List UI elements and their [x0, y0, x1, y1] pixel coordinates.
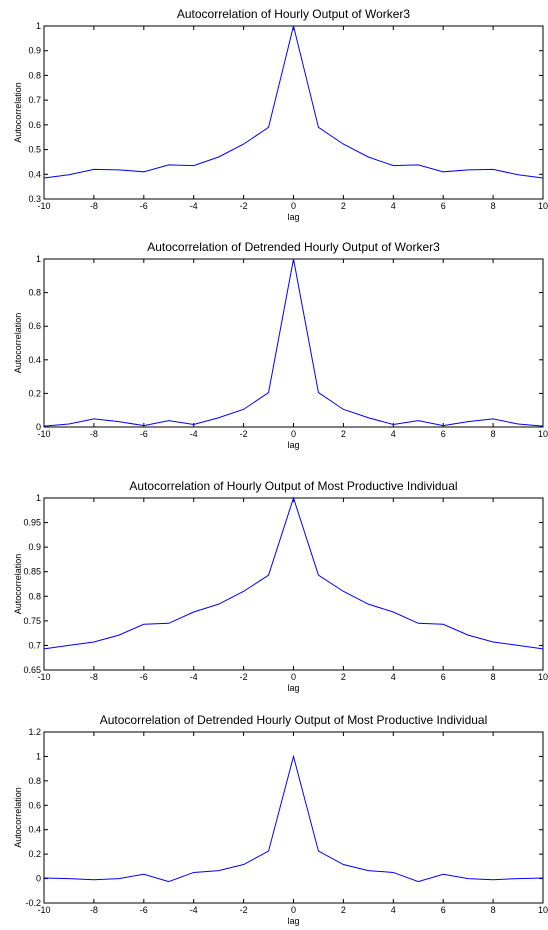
x-tick-label: 0 — [291, 429, 296, 439]
x-tick-label: 4 — [391, 201, 396, 211]
x-tick-label: 10 — [538, 201, 548, 211]
plot-frame — [43, 497, 544, 671]
y-axis-label: Autocorrelation — [13, 554, 23, 615]
x-tick-label: 8 — [491, 672, 496, 682]
chart-title: Autocorrelation of Detrended Hourly Outp… — [147, 240, 440, 254]
x-tick-label: 8 — [491, 429, 496, 439]
y-tick-label: 0.7 — [28, 95, 41, 105]
y-tick-label: 0.5 — [28, 145, 41, 155]
y-tick-label: 0.4 — [28, 169, 41, 179]
x-axis-label: lag — [287, 683, 299, 693]
x-tick-label: 2 — [341, 672, 346, 682]
y-tick-label: 0.95 — [23, 518, 41, 528]
x-tick-label: -10 — [37, 672, 50, 682]
y-tick-label: 1.2 — [28, 727, 41, 737]
autocorrelation-line — [43, 25, 544, 179]
x-tick-label: 10 — [538, 672, 548, 682]
y-tick-label: 0 — [36, 874, 41, 884]
y-tick-label: 0.9 — [28, 542, 41, 552]
chart-panel-2: Autocorrelation of Detrended Hourly Outp… — [13, 240, 548, 450]
chart-panel-3: Autocorrelation of Hourly Output of Most… — [13, 479, 548, 693]
x-tick-label: 4 — [391, 672, 396, 682]
x-tick-label: 8 — [491, 905, 496, 915]
x-tick-label: 6 — [441, 672, 446, 682]
x-tick-label: 2 — [341, 905, 346, 915]
plot-frame — [43, 25, 544, 200]
x-tick-label: -6 — [140, 672, 148, 682]
x-tick-label: 2 — [341, 201, 346, 211]
x-tick-label: -6 — [140, 905, 148, 915]
x-tick-label: -4 — [190, 905, 198, 915]
chart-title: Autocorrelation of Detrended Hourly Outp… — [100, 713, 488, 727]
y-axis-label: Autocorrelation — [13, 313, 23, 374]
y-tick-label: 0.3 — [28, 194, 41, 204]
y-tick-label: 1 — [36, 254, 41, 264]
y-tick-label: -0.2 — [25, 898, 41, 908]
x-tick-label: -8 — [90, 429, 98, 439]
x-tick-label: 4 — [391, 905, 396, 915]
x-axis-label: lag — [287, 440, 299, 450]
autocorrelation-line — [43, 496, 544, 650]
x-tick-label: -4 — [190, 201, 198, 211]
y-tick-label: 0.6 — [28, 321, 41, 331]
y-tick-label: 0.7 — [28, 640, 41, 650]
x-tick-label: 6 — [441, 201, 446, 211]
x-tick-label: -10 — [37, 429, 50, 439]
y-tick-label: 0.8 — [28, 70, 41, 80]
autocorrelation-line — [43, 258, 544, 427]
y-tick-label: 0.4 — [28, 825, 41, 835]
chart-panel-1: Autocorrelation of Hourly Output of Work… — [13, 7, 548, 222]
x-tick-label: -10 — [37, 905, 50, 915]
y-tick-label: 0 — [36, 422, 41, 432]
y-tick-label: 0.4 — [28, 355, 41, 365]
y-tick-label: 0.65 — [23, 665, 41, 675]
chart-panel-4: Autocorrelation of Detrended Hourly Outp… — [13, 713, 548, 926]
autocorrelation-line — [43, 754, 544, 883]
x-tick-label: 0 — [291, 672, 296, 682]
x-tick-label: 10 — [538, 429, 548, 439]
y-tick-label: 0.2 — [28, 849, 41, 859]
x-tick-label: -8 — [90, 905, 98, 915]
plot-frame — [43, 258, 544, 428]
y-tick-label: 0.6 — [28, 800, 41, 810]
chart-title: Autocorrelation of Hourly Output of Most… — [129, 479, 457, 493]
x-tick-label: -4 — [190, 672, 198, 682]
y-tick-label: 1 — [36, 21, 41, 31]
x-tick-label: -2 — [240, 905, 248, 915]
x-tick-label: 4 — [391, 429, 396, 439]
x-tick-label: -6 — [140, 429, 148, 439]
x-tick-label: -2 — [240, 201, 248, 211]
x-tick-label: -8 — [90, 201, 98, 211]
y-tick-label: 0.9 — [28, 46, 41, 56]
x-tick-label: 0 — [291, 201, 296, 211]
y-tick-label: 1 — [36, 493, 41, 503]
x-tick-label: 0 — [291, 905, 296, 915]
x-tick-label: 6 — [441, 905, 446, 915]
x-axis-label: lag — [287, 212, 299, 222]
y-tick-label: 0.2 — [28, 388, 41, 398]
y-tick-label: 0.8 — [28, 776, 41, 786]
x-tick-label: -4 — [190, 429, 198, 439]
y-tick-label: 0.85 — [23, 567, 41, 577]
y-axis-label: Autocorrelation — [13, 82, 23, 143]
chart-title: Autocorrelation of Hourly Output of Work… — [177, 7, 411, 21]
x-axis-label: lag — [287, 916, 299, 926]
x-tick-label: -2 — [240, 672, 248, 682]
y-tick-label: 0.75 — [23, 616, 41, 626]
x-tick-label: -6 — [140, 201, 148, 211]
y-tick-label: 0.6 — [28, 120, 41, 130]
y-tick-label: 0.8 — [28, 591, 41, 601]
x-tick-label: -2 — [240, 429, 248, 439]
x-tick-label: 10 — [538, 905, 548, 915]
x-tick-label: -10 — [37, 201, 50, 211]
x-tick-label: 8 — [491, 201, 496, 211]
x-tick-label: 6 — [441, 429, 446, 439]
x-tick-label: 2 — [341, 429, 346, 439]
y-tick-label: 1 — [36, 751, 41, 761]
x-tick-label: -8 — [90, 672, 98, 682]
y-tick-label: 0.8 — [28, 288, 41, 298]
y-axis-label: Autocorrelation — [13, 787, 23, 848]
